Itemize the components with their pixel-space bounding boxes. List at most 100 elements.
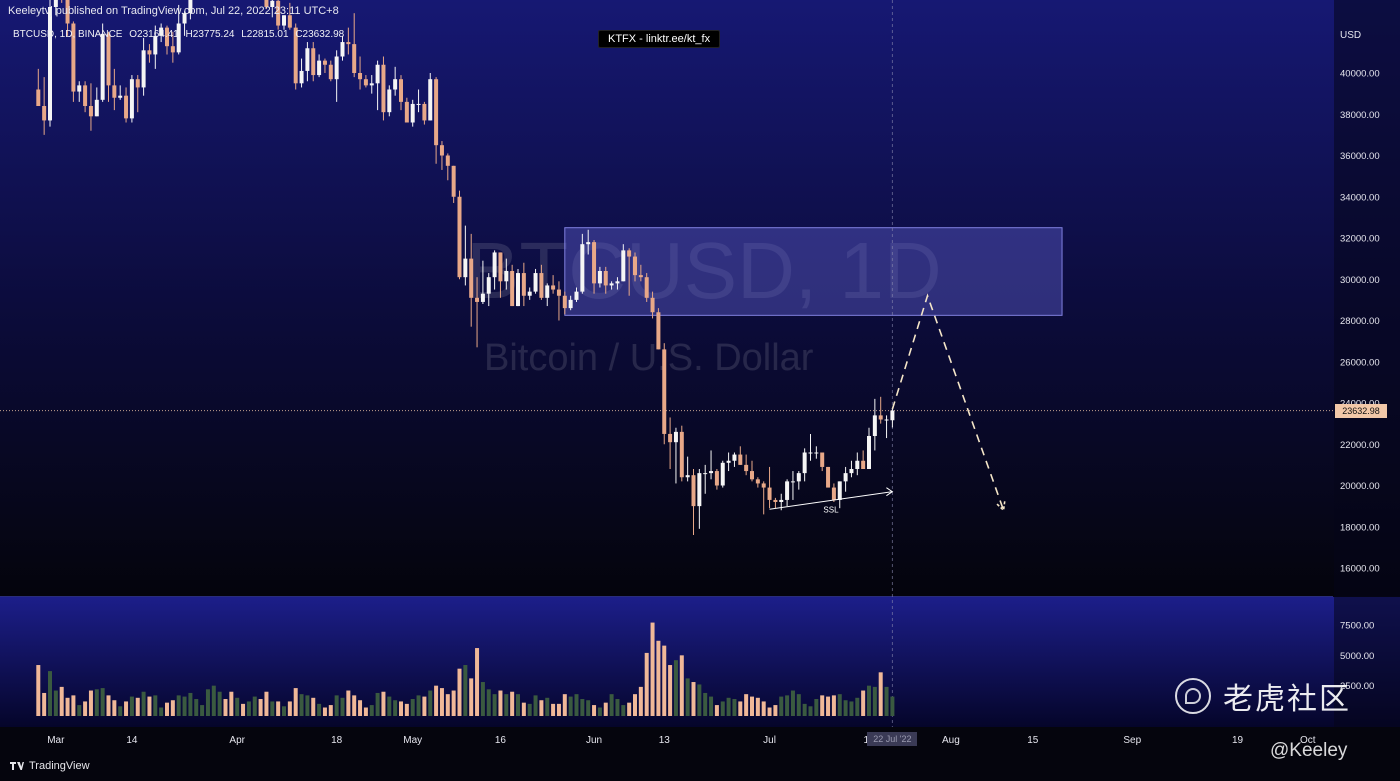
candle-body	[738, 454, 743, 465]
candle-body	[504, 271, 509, 282]
candle-body	[159, 27, 164, 36]
drawing-overlays[interactable]: SSL	[769, 293, 1006, 515]
candle-body	[71, 23, 76, 92]
candle-body	[539, 273, 544, 298]
volume-bar	[363, 707, 368, 716]
volume-bar	[217, 691, 222, 716]
volume-bar	[141, 691, 146, 716]
volume-bar	[83, 701, 88, 716]
volume-bar	[393, 700, 398, 716]
volume-bar	[59, 686, 64, 716]
current-price-tag: 23632.98	[1335, 403, 1387, 418]
candle-body	[135, 79, 140, 88]
volume-bar	[644, 652, 649, 716]
candle-body	[697, 473, 702, 507]
volume-bar	[802, 703, 807, 716]
candle-body	[779, 499, 784, 502]
candle-body	[621, 250, 626, 282]
author-name[interactable]: Keeleytvj	[8, 5, 53, 17]
ohlc-legend: BTCUSD, 1D, BINANCE O23164.41 H23775.24 …	[13, 29, 348, 40]
volume-bar	[849, 701, 854, 716]
footer-brand-label: TradingView	[29, 760, 90, 772]
candle-body	[516, 273, 520, 307]
candle-body	[790, 481, 795, 483]
volume-bar	[779, 696, 784, 716]
volume-bar	[223, 699, 228, 716]
candle-body	[439, 145, 444, 156]
volume-bar	[77, 705, 82, 716]
volume-axis: 7500.00 5000.00 2500.00	[1340, 621, 1374, 693]
candle-body	[410, 103, 415, 123]
candle-body	[492, 252, 497, 278]
volume-bar	[416, 695, 421, 716]
volume-bar	[510, 691, 515, 716]
candle-body	[445, 155, 450, 166]
volume-bar	[282, 706, 286, 716]
time-tick-label: Aug	[942, 735, 960, 746]
watermark-subtitle: Bitcoin / U.S. Dollar	[484, 337, 814, 379]
candle-body	[328, 64, 333, 80]
candle-body	[644, 277, 649, 298]
author-link-badge[interactable]: KTFX - linktr.ee/kt_fx	[598, 30, 721, 48]
time-tick-label: Sep	[1123, 735, 1141, 746]
volume-bar	[176, 695, 181, 716]
volume-bar	[463, 665, 468, 716]
candle-body	[88, 106, 93, 117]
volume-bar	[88, 690, 93, 716]
time-tick-label: Oct	[1300, 735, 1316, 746]
volume-bar	[410, 699, 415, 716]
volume-bar	[106, 695, 111, 716]
volume-bar	[785, 695, 790, 716]
candle-body	[170, 46, 175, 53]
candle-body	[726, 460, 731, 463]
candle-body	[276, 0, 281, 26]
volume-bar	[837, 694, 842, 716]
candle-body	[48, 7, 52, 121]
resistance-zone[interactable]	[564, 227, 1063, 316]
volume-bar	[872, 686, 877, 716]
community-name: 老虎社区	[1223, 682, 1351, 717]
candle-body	[872, 415, 877, 436]
legend-symbol[interactable]: BTCUSD, 1D, BINANCE	[13, 29, 123, 40]
candle-body	[568, 299, 573, 309]
volume-bar	[65, 697, 70, 716]
price-tick-label: 38000.00	[1340, 110, 1380, 121]
ssl-label: SSL	[823, 505, 839, 514]
candle-body	[340, 42, 345, 57]
volume-bar	[112, 700, 117, 716]
volume-bar	[264, 691, 269, 716]
candle-body	[287, 15, 292, 28]
volume-bar	[656, 640, 661, 716]
candle-body	[451, 165, 456, 197]
volume-bar	[545, 697, 550, 716]
price-tick-label: 16000.00	[1340, 564, 1380, 575]
footer-branding[interactable]: TradingView	[10, 760, 90, 772]
candle-body	[808, 452, 813, 454]
price-tick-label: 28000.00	[1340, 316, 1380, 327]
time-axis: Mar14Apr18May16Jun13Jul18Aug15Sep19Oct	[47, 0, 1316, 746]
volume-bar	[299, 694, 304, 716]
candle-body	[656, 312, 661, 350]
volume-bar	[609, 694, 614, 716]
candle-body	[100, 33, 105, 100]
volume-bar	[539, 700, 544, 716]
candle-body	[311, 48, 316, 76]
candle-body	[282, 15, 286, 26]
legend-open: O23164.41	[129, 29, 179, 40]
ssl-line	[769, 491, 893, 510]
publish-info: published on TradingView.com, Jul 22, 20…	[55, 5, 339, 17]
volume-bar	[761, 701, 766, 716]
volume-bar	[580, 699, 585, 716]
candle-body	[480, 293, 485, 302]
price-axis-background	[1334, 0, 1400, 727]
time-tick-label: Mar	[47, 735, 65, 746]
volume-bar	[603, 702, 608, 716]
tiger-logo-icon	[1175, 678, 1211, 714]
volume-bar	[159, 707, 164, 716]
volume-bar	[767, 707, 772, 716]
time-tick-label: 14	[126, 735, 138, 746]
projection-arrowhead	[996, 501, 1006, 512]
candle-body	[545, 285, 550, 298]
volume-bar	[562, 694, 567, 716]
